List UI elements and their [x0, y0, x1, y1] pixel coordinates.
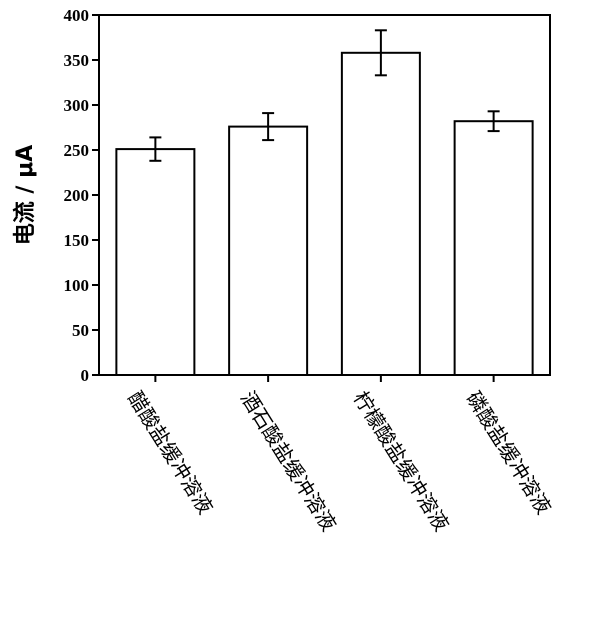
x-axis: 醋酸盐缓冲溶液 酒石酸盐缓冲溶液 柠檬酸盐缓冲溶液 磷酸盐缓冲溶液 [123, 375, 556, 535]
x-category-label: 醋酸盐缓冲溶液 [123, 387, 218, 518]
bar [228, 125, 309, 376]
bar [453, 120, 534, 376]
y-axis-title: 电流 / μA [12, 145, 38, 246]
y-tick-label: 200 [64, 186, 90, 205]
bar [340, 51, 421, 377]
y-tick-label: 250 [64, 141, 90, 160]
x-category-label: 柠檬酸盐缓冲溶液 [349, 387, 454, 535]
error-bar [149, 136, 162, 162]
y-tick-label: 100 [64, 276, 90, 295]
x-category-label: 酒石酸盐缓冲溶液 [236, 387, 341, 535]
error-bars-layer [149, 29, 500, 162]
error-bar [262, 112, 275, 142]
error-bar [374, 29, 387, 77]
y-tick-label: 400 [64, 6, 90, 25]
y-axis: 0 50 100 150 200 250 300 350 400 [64, 6, 99, 385]
bar [115, 148, 196, 376]
y-tick-label: 350 [64, 51, 90, 70]
bars-layer [115, 51, 534, 377]
y-tick-label: 150 [64, 231, 90, 250]
y-tick-label: 0 [81, 366, 90, 385]
error-bar [487, 110, 500, 133]
y-tick-label: 50 [72, 321, 89, 340]
x-category-label: 磷酸盐缓冲溶液 [461, 387, 556, 518]
y-tick-label: 300 [64, 96, 90, 115]
